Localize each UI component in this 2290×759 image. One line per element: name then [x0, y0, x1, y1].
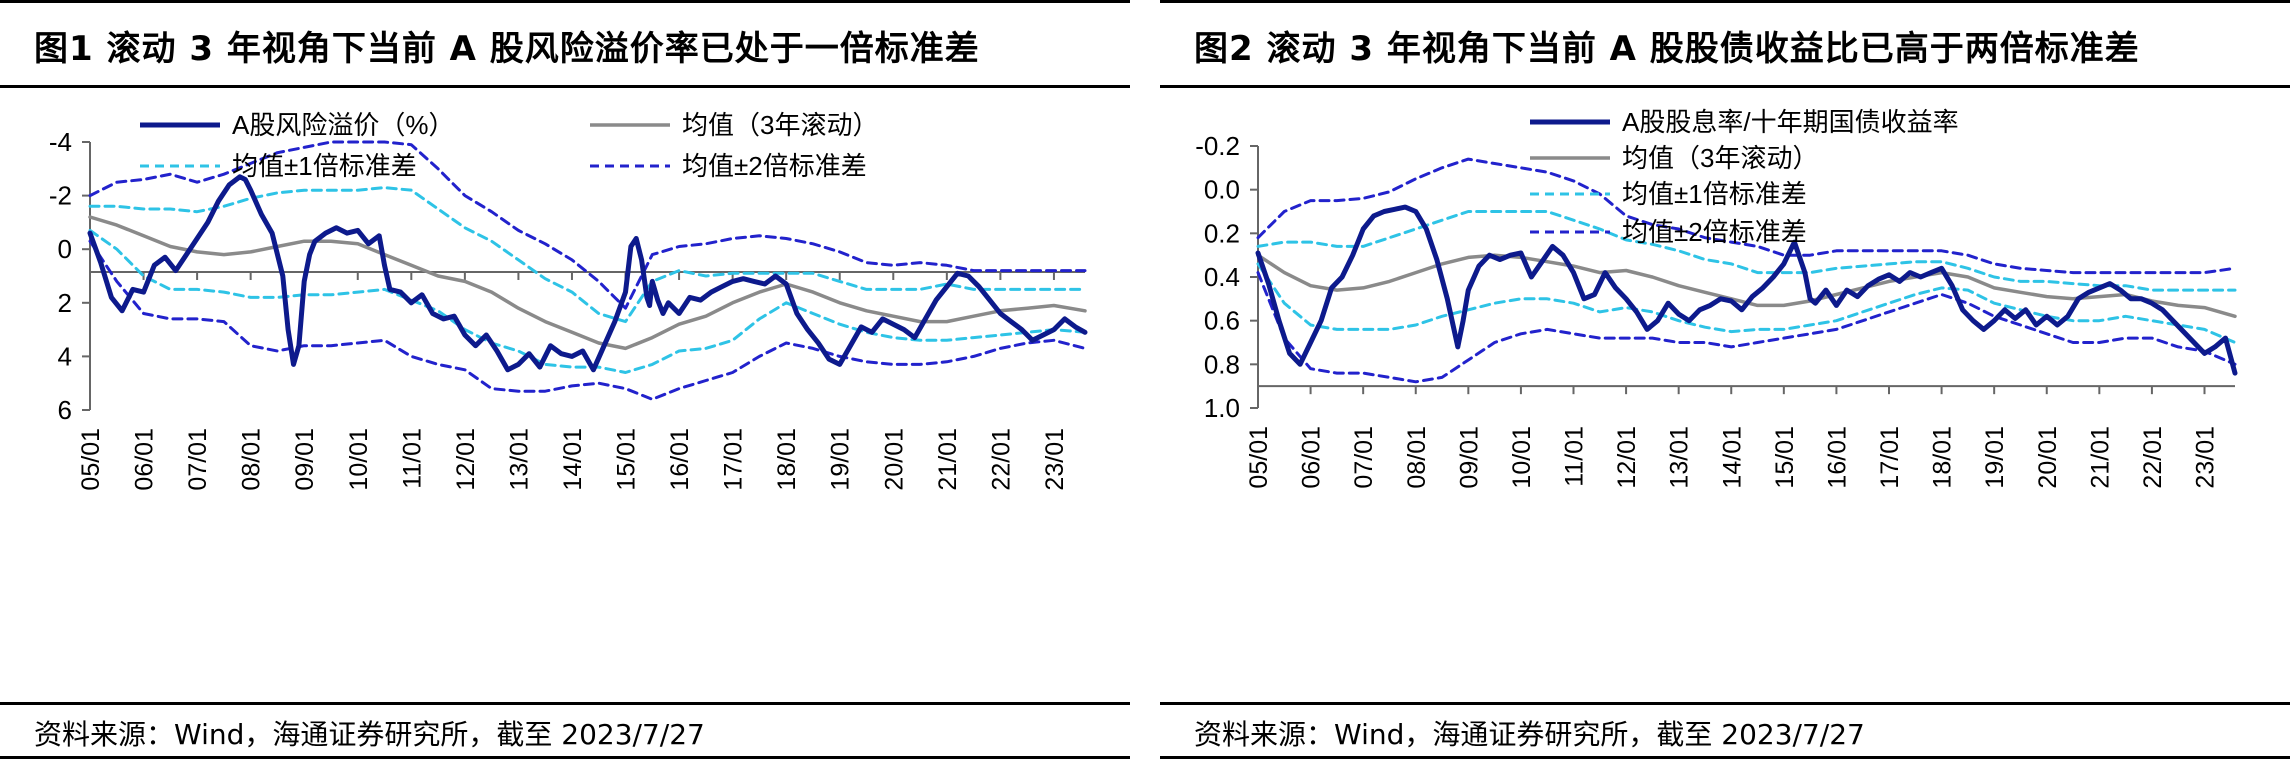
x-tick-label: 16/01: [1823, 426, 1851, 489]
chart-2: -0.2 0.0 0.2 0.4 0.6 0.8 1.005/01 06/01 07/01 08/…: [1195, 107, 2238, 489]
x-tick-label: 22/01: [987, 428, 1015, 491]
x-tick-label: 21/01: [2086, 426, 2114, 489]
x-tick-label: 19/01: [1981, 426, 2009, 489]
series-line-sd2-lower: [1256, 271, 2237, 384]
x-tick-label: 15/01: [613, 428, 641, 491]
x-tick-label: 16/01: [666, 428, 694, 491]
legend-label-main: A股股息率/十年期国债收益率: [1622, 107, 1959, 137]
chart-panel-2: 图2 滚动 3 年视角下当前 A 股股债收益比已高于两倍标准差 -0.2 0.0 0…: [1160, 0, 2290, 759]
x-tick-label: 19/01: [827, 428, 855, 491]
x-tick-label: 18/01: [773, 428, 801, 491]
x-tick-label: 17/01: [720, 428, 748, 491]
series-line-sd2-upper: [1256, 157, 2237, 275]
x-tick-label: 15/01: [1771, 426, 1799, 489]
y-tick-label: 6: [58, 395, 72, 425]
y-tick-label: 4: [58, 341, 72, 371]
source-bar: 资料来源：Wind，海通证券研究所，截至 2023/7/27: [0, 702, 1130, 759]
legend-label-mean: 均值（3年滚动）: [682, 110, 878, 140]
y-tick-label: 1.0: [1204, 393, 1240, 423]
x-tick-label: 11/01: [398, 428, 426, 489]
x-tick-label: 10/01: [345, 428, 373, 491]
x-tick-label: 11/01: [1561, 426, 1589, 487]
x-tick-label: 07/01: [184, 428, 212, 491]
x-tick-label: 07/01: [1350, 426, 1378, 489]
legend-label-mean: 均值（3年滚动）: [1622, 143, 1818, 173]
y-tick-label: 0.4: [1204, 262, 1240, 292]
x-tick-label: 22/01: [2139, 426, 2167, 489]
y-tick-label: -2: [49, 181, 72, 211]
x-tick-label: 10/01: [1508, 426, 1536, 489]
chart-title-bar: 图2 滚动 3 年视角下当前 A 股股债收益比已高于两倍标准差: [1160, 0, 2290, 88]
series-line-mean: [1256, 253, 2237, 319]
x-tick-label: 23/01: [1041, 428, 1069, 491]
x-tick-label: 06/01: [131, 428, 159, 491]
x-tick-label: 18/01: [1929, 426, 1957, 489]
x-tick-label: 06/01: [1298, 426, 1326, 489]
x-tick-label: 05/01: [1245, 426, 1273, 489]
series-line-main: [87, 174, 1088, 373]
chart-1: -4 -2 0 2 4 605/01 06/01 07/01 08/01 09/01 10/01 11…: [49, 110, 1088, 491]
legend-label-sd1: 均值±1倍标准差: [1622, 179, 1807, 209]
x-tick-label: 13/01: [505, 428, 533, 491]
legend-label-sd2: 均值±2倍标准差: [682, 151, 867, 181]
legend-label-main: A股风险溢价（%）: [232, 110, 454, 140]
chart-title: 图1 滚动 3 年视角下当前 A 股风险溢价率已处于一倍标准差: [34, 29, 980, 69]
x-tick-label: 05/01: [77, 428, 105, 491]
x-tick-label: 20/01: [2034, 426, 2062, 489]
y-tick-label: 0.0: [1204, 175, 1240, 205]
y-tick-label: 0: [58, 234, 72, 264]
x-tick-label: 09/01: [1455, 426, 1483, 489]
x-tick-label: 13/01: [1666, 426, 1694, 489]
series-line-sd1-lower: [1256, 262, 2237, 344]
x-tick-label: 14/01: [1718, 426, 1746, 489]
series-line-sd2-upper: [88, 140, 1087, 310]
source-note: 资料来源：Wind，海通证券研究所，截至 2023/7/27: [1194, 718, 1865, 751]
series-line-sd1-upper: [1256, 210, 2237, 292]
x-tick-label: 08/01: [1403, 426, 1431, 489]
series-line-sd2-lower: [88, 239, 1087, 401]
legend-label-sd2: 均值±2倍标准差: [1622, 217, 1807, 247]
x-tick-label: 08/01: [238, 428, 266, 491]
y-tick-label: -0.2: [1195, 131, 1240, 161]
y-tick-label: 0.2: [1204, 218, 1240, 248]
chart-title-bar: 图1 滚动 3 年视角下当前 A 股风险溢价率已处于一倍标准差: [0, 0, 1130, 88]
x-tick-label: 12/01: [452, 428, 480, 491]
series-line-main: [1255, 204, 2238, 376]
x-tick-label: 09/01: [291, 428, 319, 491]
x-tick-label: 21/01: [934, 428, 962, 491]
y-tick-label: 2: [58, 288, 72, 318]
y-tick-label: -4: [49, 127, 72, 157]
series-line-mean: [88, 215, 1087, 351]
x-tick-label: 12/01: [1613, 426, 1641, 489]
y-tick-label: 0.6: [1204, 306, 1240, 336]
x-tick-label: 14/01: [559, 428, 587, 491]
y-tick-label: 0.8: [1204, 349, 1240, 379]
chart-title: 图2 滚动 3 年视角下当前 A 股股债收益比已高于两倍标准差: [1194, 29, 2140, 69]
chart-panel-1: 图1 滚动 3 年视角下当前 A 股风险溢价率已处于一倍标准差 -4 -2 0 2 4 6…: [0, 0, 1130, 759]
x-tick-label: 17/01: [1876, 426, 1904, 489]
legend-label-sd1: 均值±1倍标准差: [232, 151, 417, 181]
x-tick-label: 23/01: [2192, 426, 2220, 489]
x-tick-label: 20/01: [880, 428, 908, 491]
source-bar: 资料来源：Wind，海通证券研究所，截至 2023/7/27: [1160, 702, 2290, 759]
source-note: 资料来源：Wind，海通证券研究所，截至 2023/7/27: [34, 718, 705, 751]
